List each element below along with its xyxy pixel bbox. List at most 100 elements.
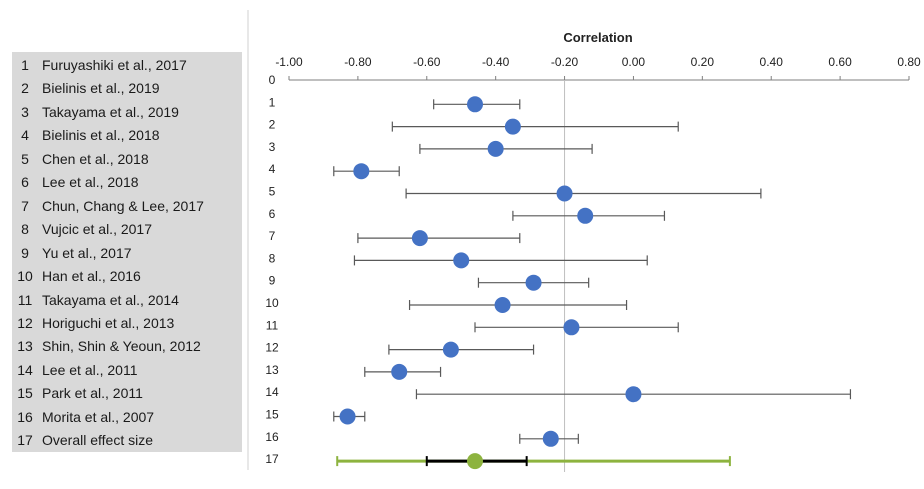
study-number: 8 bbox=[21, 221, 29, 238]
row-index-label: 11 bbox=[266, 318, 279, 332]
study-list-panel: 1 Furuyashiki et al., 2017 2 Bielinis et al… bbox=[12, 52, 242, 452]
chart-title: Correlation bbox=[563, 30, 632, 45]
study-number: 14 bbox=[17, 361, 33, 378]
study-name: Bielinis et al., 2019 bbox=[42, 80, 160, 97]
study-row: 12 Horiguchi et al., 2013 bbox=[12, 312, 242, 335]
row-index-label: 1 bbox=[269, 95, 276, 109]
study-number: 1 bbox=[21, 57, 29, 73]
study-number: 10 bbox=[17, 268, 33, 285]
effect-point bbox=[339, 408, 356, 425]
x-tick-label: 0.40 bbox=[760, 55, 784, 69]
x-tick-label: -0.20 bbox=[551, 55, 579, 69]
study-row: 17 Overall effect size bbox=[12, 429, 242, 452]
row-index-label: 2 bbox=[269, 118, 276, 132]
study-row: 14 Lee et al., 2011 bbox=[12, 359, 242, 382]
effect-point bbox=[442, 341, 459, 358]
study-number: 5 bbox=[21, 150, 29, 167]
overall-effect-point bbox=[467, 453, 483, 470]
study-name: Horiguchi et al., 2013 bbox=[42, 314, 175, 331]
x-tick-label: 0.00 bbox=[622, 55, 646, 69]
study-name-column bbox=[38, 52, 242, 452]
x-tick-label: -0.60 bbox=[413, 55, 441, 69]
study-row: 13 Shin, Shin & Yeoun, 2012 bbox=[12, 335, 242, 358]
x-tick-label: -0.40 bbox=[482, 55, 510, 69]
study-name: Overall effect size bbox=[42, 432, 154, 449]
effect-point bbox=[504, 118, 521, 135]
study-name: Yu et al., 2017 bbox=[42, 244, 132, 261]
study-number: 13 bbox=[17, 338, 33, 355]
row-index-label: 7 bbox=[269, 229, 276, 243]
study-row: 7 Chun, Chang & Lee, 2017 bbox=[12, 195, 242, 218]
row-index-label: 8 bbox=[269, 251, 276, 265]
study-name: Shin, Shin & Yeoun, 2012 bbox=[42, 338, 201, 355]
study-row: 3 Takayama et al., 2019 bbox=[12, 101, 242, 124]
row-index-label: 14 bbox=[265, 385, 279, 399]
study-number: 6 bbox=[21, 174, 29, 191]
effect-point bbox=[556, 185, 573, 202]
row-index-label: 4 bbox=[269, 162, 276, 176]
study-name: Takayama et al., 2014 bbox=[42, 291, 179, 308]
effect-point bbox=[494, 297, 511, 313]
effect-point bbox=[625, 386, 642, 403]
effect-point bbox=[353, 163, 370, 180]
row-index-label: 0 bbox=[269, 73, 276, 87]
effect-point bbox=[453, 252, 470, 269]
x-tick-label: 0.60 bbox=[828, 55, 852, 69]
study-row: 9 Yu et al., 2017 bbox=[12, 242, 242, 265]
row-index-label: 6 bbox=[269, 207, 276, 221]
row-index-label: 16 bbox=[265, 430, 279, 444]
study-number: 9 bbox=[21, 244, 29, 261]
study-number: 3 bbox=[21, 103, 29, 120]
study-row: 4 Bielinis et al., 2018 bbox=[12, 124, 242, 147]
effect-point bbox=[467, 96, 483, 113]
study-row: 5 Chen et al., 2018 bbox=[12, 148, 242, 171]
row-index-label: 13 bbox=[265, 363, 279, 377]
study-number: 17 bbox=[17, 432, 33, 449]
effect-point bbox=[577, 207, 594, 224]
study-row: 11 Takayama et al., 2014 bbox=[12, 289, 242, 312]
effect-point bbox=[542, 430, 559, 447]
study-number: 12 bbox=[17, 314, 33, 331]
study-number: 7 bbox=[21, 197, 29, 214]
effect-point bbox=[525, 274, 542, 291]
row-index-label: 17 bbox=[265, 452, 279, 466]
study-row: 16 Morita et al., 2007 bbox=[12, 406, 242, 429]
study-name: Lee et al., 2018 bbox=[42, 174, 139, 191]
study-name: Chen et al., 2018 bbox=[42, 150, 149, 167]
effect-point bbox=[563, 319, 580, 336]
study-name: Morita et al., 2007 bbox=[42, 408, 155, 425]
study-number: 2 bbox=[21, 80, 29, 97]
study-name: Furuyashiki et al., 2017 bbox=[42, 57, 187, 73]
study-row: 2 Bielinis et al., 2019 bbox=[12, 77, 242, 100]
effect-point bbox=[411, 230, 428, 247]
x-tick-label: -1.00 bbox=[275, 55, 303, 69]
row-index-label: 10 bbox=[265, 296, 279, 310]
row-index-label: 3 bbox=[269, 140, 276, 154]
study-row: 8 Vujcic et al., 2017 bbox=[12, 218, 242, 241]
effect-point bbox=[391, 363, 408, 380]
row-index-label: 5 bbox=[269, 185, 276, 199]
study-name: Han et al., 2016 bbox=[42, 268, 141, 285]
x-tick-label: 0.80 bbox=[897, 55, 921, 69]
x-tick-label: -0.80 bbox=[344, 55, 372, 69]
row-index-label: 12 bbox=[265, 341, 279, 355]
study-row: 6 Lee et al., 2018 bbox=[12, 171, 242, 194]
row-index-label: 9 bbox=[269, 274, 276, 288]
effect-point bbox=[487, 140, 504, 157]
study-name: Park et al., 2011 bbox=[42, 385, 143, 402]
x-tick-label: 0.20 bbox=[691, 55, 715, 69]
row-index-label: 15 bbox=[265, 408, 279, 422]
study-name: Bielinis et al., 2018 bbox=[42, 127, 160, 144]
study-number: 15 bbox=[17, 385, 33, 402]
study-row: 15 Park et al., 2011 bbox=[12, 382, 242, 405]
study-name: Takayama et al., 2019 bbox=[42, 103, 179, 120]
study-name: Chun, Chang & Lee, 2017 bbox=[42, 197, 204, 214]
study-name: Vujcic et al., 2017 bbox=[42, 221, 152, 238]
study-number: 16 bbox=[17, 408, 33, 425]
study-row: 10 Han et al., 2016 bbox=[12, 265, 242, 288]
study-row: 1 Furuyashiki et al., 2017 bbox=[12, 54, 242, 77]
study-name: Lee et al., 2011 bbox=[42, 361, 138, 378]
study-number-column bbox=[12, 52, 38, 452]
study-number: 11 bbox=[17, 291, 33, 308]
